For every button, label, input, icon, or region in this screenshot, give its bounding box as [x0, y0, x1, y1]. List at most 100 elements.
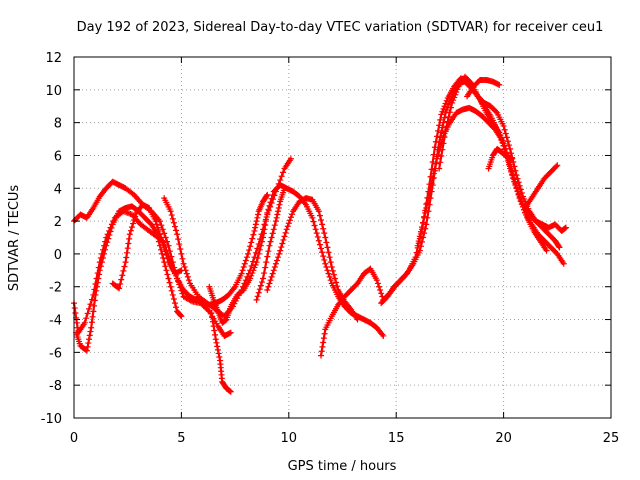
- data-point-marker: [427, 185, 434, 192]
- data-point-marker: [71, 305, 78, 312]
- tick-labels: 0 5 10 15 20 25 -10 -8 -6 -4 -2 0 2 4 6 8 10 12: [41, 51, 620, 446]
- data-point-marker: [167, 283, 174, 290]
- data-point-marker: [320, 335, 327, 342]
- data-point-marker: [443, 107, 450, 114]
- data-point-marker: [247, 243, 254, 250]
- data-point-marker: [556, 244, 563, 251]
- data-point-marker: [163, 267, 170, 274]
- data-point-marker: [157, 246, 164, 253]
- data-point-marker: [416, 247, 423, 254]
- data-point-marker: [180, 260, 187, 267]
- data-point-marker: [125, 240, 132, 247]
- series-arc-14: [464, 76, 503, 100]
- data-point-marker: [255, 289, 262, 296]
- data-point-marker: [324, 267, 331, 274]
- data-point-marker: [173, 304, 180, 311]
- data-point-marker: [441, 114, 448, 121]
- data-point-marker: [214, 346, 221, 353]
- data-point-marker: [261, 270, 268, 277]
- data-point-marker: [501, 126, 508, 133]
- data-point-marker: [319, 221, 326, 228]
- series-line: [416, 106, 548, 252]
- data-point-marker: [255, 211, 262, 218]
- data-point-marker: [244, 250, 251, 257]
- data-point-marker: [210, 323, 217, 330]
- data-point-marker: [319, 249, 326, 256]
- y-tick-label: 8: [54, 117, 62, 132]
- data-point-marker: [87, 328, 94, 335]
- data-point-marker: [438, 111, 445, 118]
- data-point-marker: [310, 218, 317, 225]
- data-point-marker: [269, 230, 276, 237]
- data-point-marker: [330, 271, 337, 278]
- data-point-marker: [132, 213, 139, 220]
- data-point-marker: [103, 242, 110, 249]
- data-point-marker: [181, 264, 188, 271]
- data-point-marker: [242, 257, 249, 264]
- data-point-marker: [443, 123, 450, 130]
- data-point-marker: [273, 214, 280, 221]
- data-point-marker: [256, 246, 263, 253]
- data-point-marker: [318, 352, 325, 359]
- data-point-marker: [121, 263, 128, 270]
- data-point-marker: [153, 221, 160, 228]
- data-point-marker: [321, 230, 328, 237]
- data-point-marker: [104, 239, 111, 246]
- data-point-marker: [380, 332, 387, 339]
- data-point-marker: [89, 313, 96, 320]
- data-point-marker: [258, 279, 265, 286]
- data-point-marker: [73, 319, 80, 326]
- data-point-marker: [512, 181, 519, 188]
- data-point-marker: [323, 264, 330, 271]
- data-point-marker: [87, 301, 94, 308]
- data-point-marker: [516, 195, 523, 202]
- data-point-marker: [269, 270, 276, 277]
- data-point-marker: [374, 280, 381, 287]
- y-tick-label: -4: [49, 314, 62, 329]
- data-point-marker: [418, 238, 425, 245]
- data-point-marker: [256, 286, 263, 293]
- data-point-marker: [418, 224, 425, 231]
- data-point-marker: [282, 229, 289, 236]
- data-point-marker: [435, 127, 442, 134]
- data-point-marker: [252, 261, 259, 268]
- data-point-marker: [426, 190, 433, 197]
- data-point-marker: [510, 159, 517, 166]
- data-point-marker: [377, 287, 384, 294]
- data-point-marker: [523, 212, 530, 219]
- data-point-marker: [284, 223, 291, 230]
- data-point-marker: [562, 224, 569, 231]
- data-point-marker: [453, 89, 460, 96]
- data-point-marker: [268, 234, 275, 241]
- data-point-marker: [108, 224, 115, 231]
- data-point-marker: [86, 305, 93, 312]
- data-point-marker: [440, 119, 447, 126]
- series-arc-6: [208, 309, 234, 395]
- data-point-marker: [158, 222, 165, 229]
- data-point-marker: [318, 216, 325, 223]
- data-point-marker: [238, 270, 245, 277]
- data-point-marker: [82, 346, 89, 353]
- data-point-marker: [268, 273, 275, 280]
- data-point-marker: [499, 139, 506, 146]
- data-point-marker: [440, 140, 447, 147]
- data-point-marker: [159, 226, 166, 233]
- data-point-marker: [285, 220, 292, 227]
- data-point-marker: [91, 297, 98, 304]
- data-point-marker: [441, 134, 448, 141]
- series-arc-4: [109, 201, 185, 292]
- data-point-marker: [280, 236, 287, 243]
- data-point-marker: [316, 212, 323, 219]
- data-point-marker: [227, 388, 234, 395]
- data-point-marker: [254, 214, 261, 221]
- data-point-marker: [183, 270, 190, 277]
- data-point-marker: [436, 165, 443, 172]
- data-point-marker: [162, 248, 169, 255]
- y-tick-label: -6: [49, 346, 62, 361]
- grid: [74, 57, 611, 418]
- data-point-marker: [262, 218, 269, 225]
- data-point-marker: [182, 267, 189, 274]
- data-point-marker: [500, 142, 507, 149]
- data-series: [71, 73, 569, 395]
